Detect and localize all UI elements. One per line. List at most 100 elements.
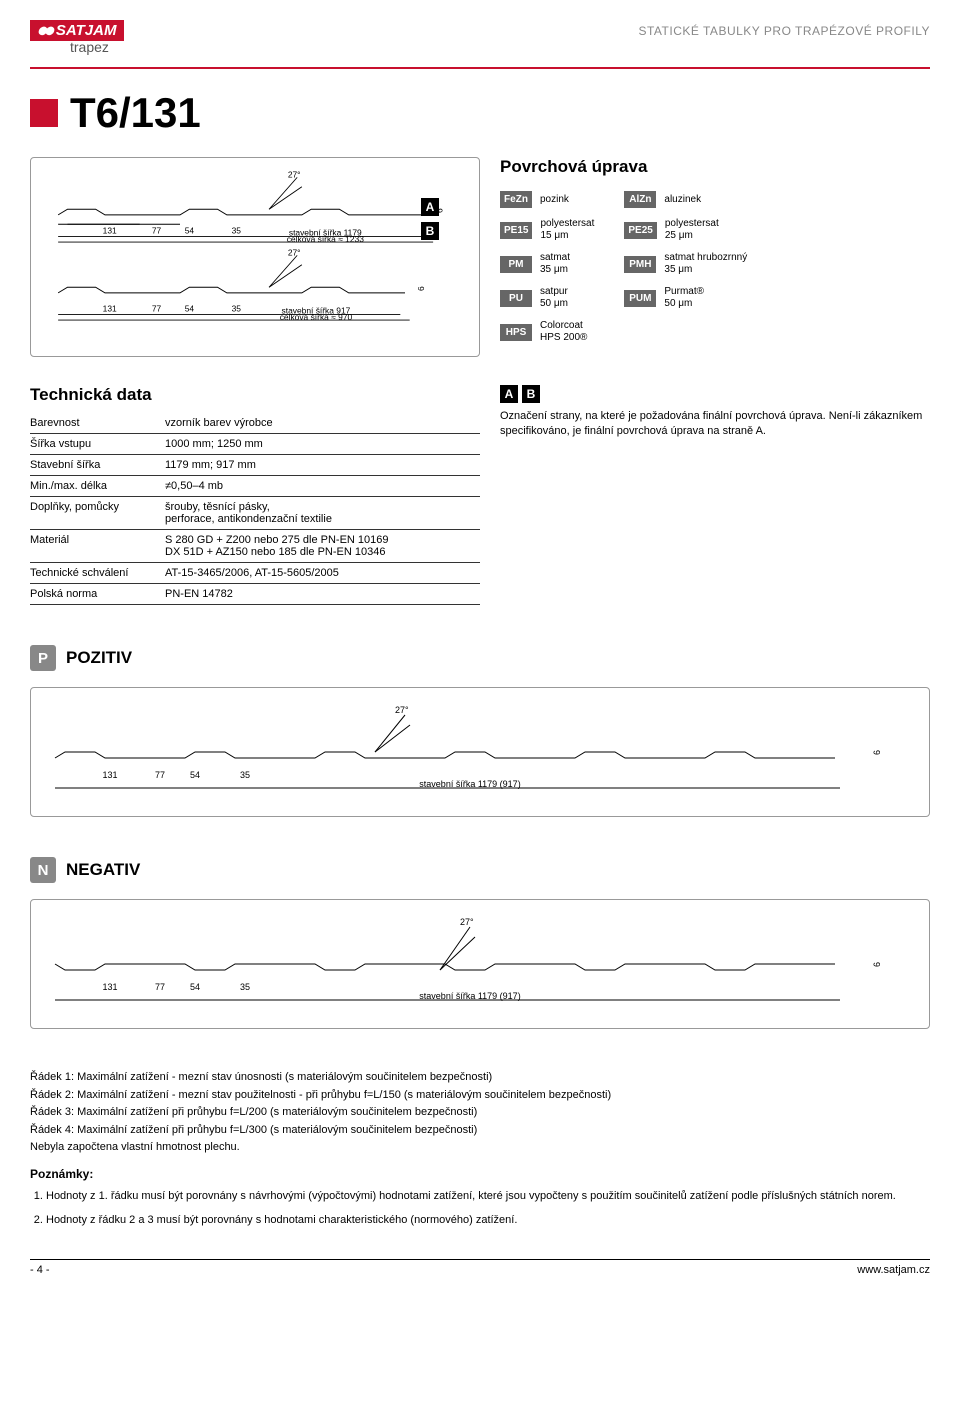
tech-val: ≠0,50–4 mb — [165, 476, 480, 497]
svg-text:77: 77 — [152, 226, 162, 236]
surface-item: PE25 polyestersat25 μm — [624, 218, 747, 242]
surface-badge: PUM — [624, 290, 656, 307]
surface-col-left: FeZn pozink PE15 polyestersat15 μm PM satm… — [500, 191, 594, 344]
profile-a-svg: 27° 131 77 54 35 stavební šířka 1179 cel… — [41, 168, 469, 243]
svg-text:131: 131 — [103, 226, 117, 236]
footer-url: www.satjam.cz — [857, 1264, 930, 1276]
footer: - 4 - www.satjam.cz — [30, 1259, 930, 1276]
svg-text:celková šířka ≈ 1233: celková šířka ≈ 1233 — [287, 234, 364, 243]
pozitiv-svg: 27° 131 77 54 35 stavební šířka 1179 (91… — [46, 703, 914, 803]
tech-data: Technická data Barevnostvzorník barev vý… — [30, 385, 480, 605]
ab-note: A B Označení strany, na které je požadov… — [500, 385, 930, 605]
surface-item: FeZn pozink — [500, 191, 594, 208]
tech-val: šrouby, těsnící pásky,perforace, antikon… — [165, 497, 480, 530]
tech-title: Technická data — [30, 385, 480, 405]
row-desc-line: Řádek 3: Maximální zatížení při průhybu … — [30, 1104, 930, 1122]
surface-text: polyestersat25 μm — [665, 218, 719, 242]
tech-key: Min./max. délka — [30, 476, 165, 497]
tech-row: Technické schváleníAT-15-3465/2006, AT-1… — [30, 563, 480, 584]
negativ-box: 27° 131 77 54 35 stavební šířka 1179 (91… — [30, 899, 930, 1029]
divider — [30, 67, 930, 69]
tech-val: 1179 mm; 917 mm — [165, 455, 480, 476]
tech-key: Barevnost — [30, 413, 165, 434]
surface-badge: PMH — [624, 256, 656, 273]
tech-val: PN-EN 14782 — [165, 584, 480, 605]
row-desc-line: Nebyla započtena vlastní hmotnost plechu… — [30, 1139, 930, 1157]
svg-text:6: 6 — [872, 750, 882, 755]
svg-text:6: 6 — [416, 286, 426, 291]
pozn-list: Hodnoty z 1. řádku musí být porovnány s … — [30, 1188, 930, 1229]
tech-key: Šířka vstupu — [30, 434, 165, 455]
tech-key: Stavební šířka — [30, 455, 165, 476]
pozitiv-box: 27° 131 77 54 35 stavební šířka 1179 (91… — [30, 687, 930, 817]
surface-badge: FeZn — [500, 191, 532, 208]
pozn-item: Hodnoty z řádku 2 a 3 musí být porovnány… — [46, 1212, 930, 1230]
surface-badge: PE25 — [624, 222, 656, 239]
surface-item: PE15 polyestersat15 μm — [500, 218, 594, 242]
negativ-letter: N — [30, 857, 56, 883]
svg-text:54: 54 — [190, 982, 200, 992]
pozn-item: Hodnoty z 1. řádku musí být porovnány s … — [46, 1188, 930, 1206]
tech-val: AT-15-3465/2006, AT-15-5605/2005 — [165, 563, 480, 584]
profile-diagram-box: 27° 131 77 54 35 stavební šířka 1179 cel… — [30, 157, 480, 357]
svg-text:celková šířka ≈ 970: celková šířka ≈ 970 — [280, 312, 353, 321]
tech-key: Doplňky, pomůcky — [30, 497, 165, 530]
tech-row: Doplňky, pomůckyšrouby, těsnící pásky,pe… — [30, 497, 480, 530]
negativ-title: NEGATIV — [66, 860, 140, 880]
surface-badge: PM — [500, 256, 532, 273]
svg-text:131: 131 — [102, 770, 117, 780]
header: SATJAM trapez STATICKÉ TABULKY PRO TRAPÉ… — [30, 20, 930, 63]
surface-text: satmat hrubozrnný35 μm — [664, 252, 747, 276]
svg-text:6: 6 — [872, 962, 882, 967]
surface-text: polyestersat15 μm — [540, 218, 594, 242]
surface-text: satpur50 μm — [540, 286, 568, 310]
svg-text:77: 77 — [155, 770, 165, 780]
marker-b: B — [421, 222, 439, 240]
svg-text:35: 35 — [232, 304, 242, 314]
surface-text: Purmat®50 μm — [664, 286, 704, 310]
row-desc-line: Řádek 2: Maximální zatížení - mezní stav… — [30, 1087, 930, 1105]
svg-text:77: 77 — [152, 304, 162, 314]
angle-label: 27° — [288, 169, 301, 179]
tech-val: 1000 mm; 1250 mm — [165, 434, 480, 455]
svg-text:54: 54 — [190, 770, 200, 780]
surface-badge: AlZn — [624, 191, 656, 208]
pozitiv-title: POZITIV — [66, 648, 132, 668]
note-a-icon: A — [500, 385, 518, 403]
tech-row: MateriálS 280 GD + Z200 nebo 275 dle PN-… — [30, 530, 480, 563]
tech-row: Stavební šířka1179 mm; 917 mm — [30, 455, 480, 476]
tech-key: Polská norma — [30, 584, 165, 605]
row-desc-line: Řádek 1: Maximální zatížení - mezní stav… — [30, 1069, 930, 1087]
surface-text: pozink — [540, 194, 569, 206]
surface-title: Povrchová úprava — [500, 157, 930, 177]
svg-text:54: 54 — [185, 226, 195, 236]
surface-item: PU satpur50 μm — [500, 286, 594, 310]
svg-text:27°: 27° — [460, 917, 474, 927]
surface-text: satmat35 μm — [540, 252, 570, 276]
tech-row: Barevnostvzorník barev výrobce — [30, 413, 480, 434]
logo-sublabel: trapez — [30, 39, 124, 55]
rows-description: Řádek 1: Maximální zatížení - mezní stav… — [30, 1069, 930, 1229]
profile-b-svg: 27° 131 77 54 35 stavební šířka 917 celk… — [41, 246, 469, 321]
header-subtitle: STATICKÉ TABULKY PRO TRAPÉZOVÉ PROFILY — [638, 24, 930, 38]
svg-text:35: 35 — [240, 982, 250, 992]
surface-item: PM satmat35 μm — [500, 252, 594, 276]
marker-a: A — [421, 198, 439, 216]
tech-row: Šířka vstupu1000 mm; 1250 mm — [30, 434, 480, 455]
negativ-svg: 27° 131 77 54 35 stavební šířka 1179 (91… — [46, 915, 914, 1015]
surface-item: HPS ColorcoatHPS 200® — [500, 320, 594, 344]
pozn-title: Poznámky: — [30, 1165, 930, 1184]
logo-satjam: SATJAM — [30, 20, 124, 41]
surface-column: Povrchová úprava FeZn pozink PE15 polyest… — [500, 157, 930, 357]
surface-item: PUM Purmat®50 μm — [624, 286, 747, 310]
page-number: - 4 - — [30, 1264, 50, 1276]
note-text: Označení strany, na které je požadována … — [500, 409, 930, 440]
row-desc-line: Řádek 4: Maximální zatížení při průhybu … — [30, 1122, 930, 1140]
surface-item: PMH satmat hrubozrnný35 μm — [624, 252, 747, 276]
product-title: T6/131 — [70, 89, 201, 137]
surface-badge: PU — [500, 290, 532, 307]
svg-text:35: 35 — [232, 226, 242, 236]
surface-badge: HPS — [500, 324, 532, 341]
svg-text:stavební šířka 1179 (917): stavební šířka 1179 (917) — [419, 991, 520, 1001]
logo-block: SATJAM trapez — [30, 20, 124, 55]
